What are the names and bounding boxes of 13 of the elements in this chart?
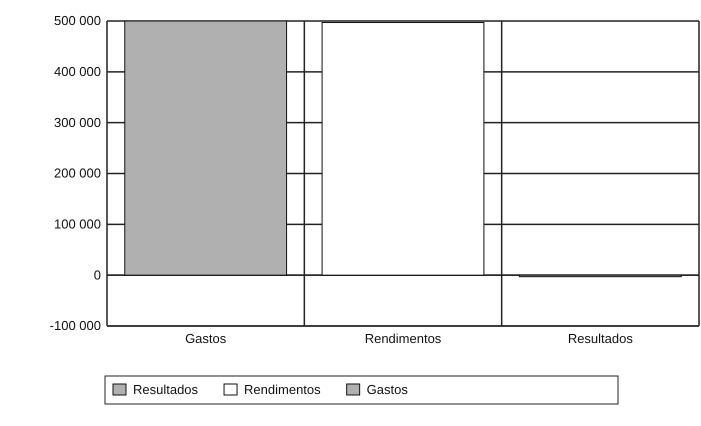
x-tick-label: Rendimentos <box>364 331 442 346</box>
legend-label: Gastos <box>366 382 408 397</box>
y-tick-label: 200 000 <box>54 166 101 181</box>
y-tick-label: 100 000 <box>54 216 101 232</box>
y-tick-label: 0 <box>94 267 101 282</box>
x-tick-label: Gastos <box>185 331 227 346</box>
y-tick-label: 300 000 <box>54 114 101 130</box>
x-tick-label: Resultados <box>568 331 634 346</box>
legend-label: Rendimentos <box>244 382 322 397</box>
y-tick-label: -100 000 <box>50 318 101 334</box>
legend-label: Resultados <box>133 382 199 397</box>
y-tick-label: 400 000 <box>54 64 101 79</box>
y-tick-label: 500 000 <box>54 13 101 28</box>
